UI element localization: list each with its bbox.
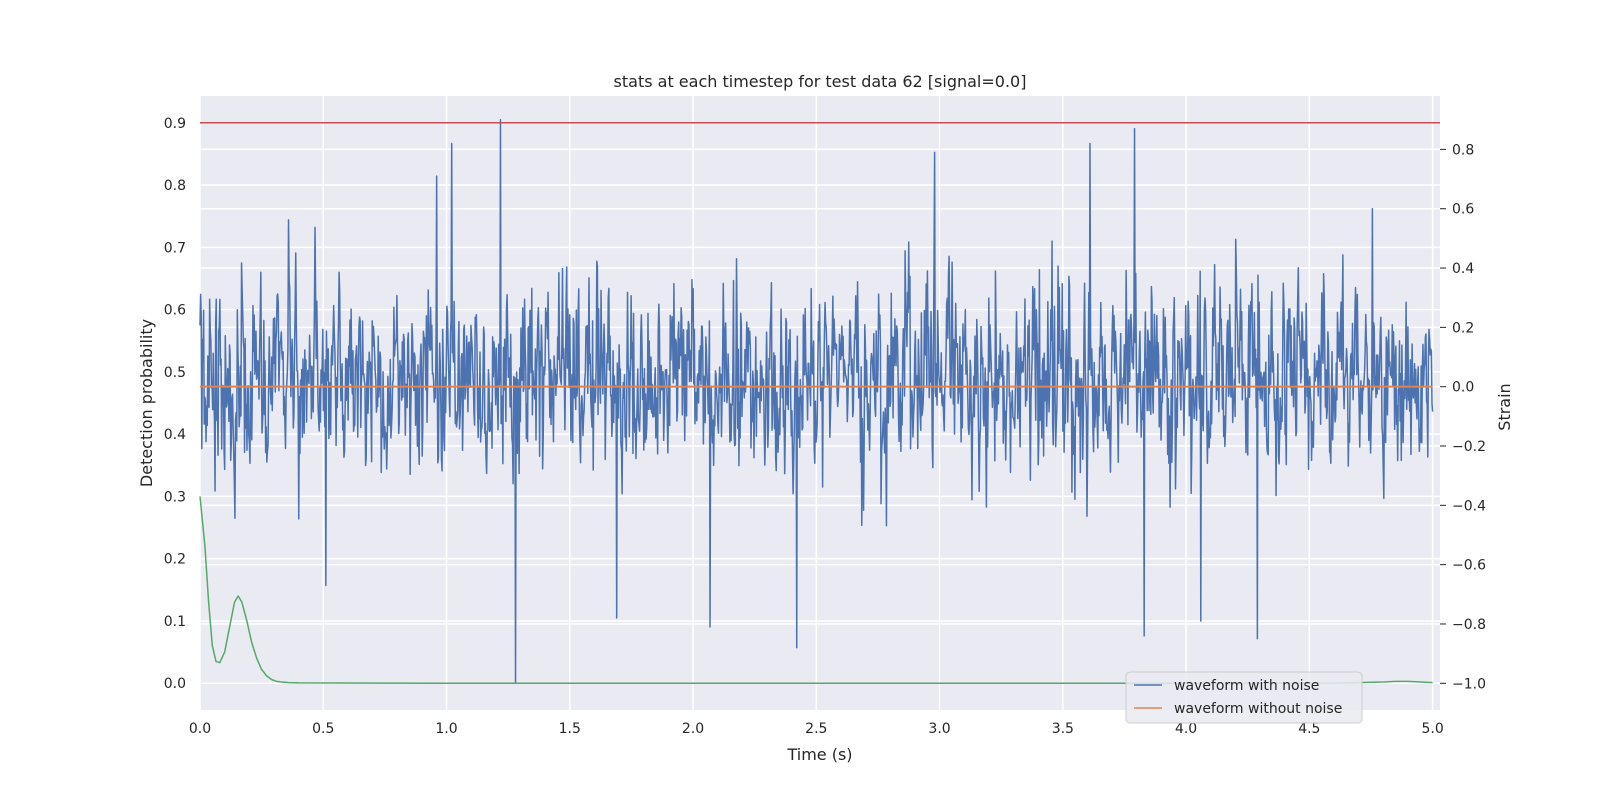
x-tick-label: 1.5 xyxy=(559,721,581,737)
y-axis-left: 0.0 0.1 0.2 0.3 0.4 0.5 0.6 0.7 0.8 0.9 xyxy=(164,116,186,692)
y-right-tick-label: −0.6 xyxy=(1452,558,1486,574)
y-right-tick-label: 0.2 xyxy=(1452,320,1474,336)
y-left-tick-label: 0.2 xyxy=(164,552,186,568)
y-left-tick-label: 0.7 xyxy=(164,240,186,256)
legend-label-without-noise: waveform without noise xyxy=(1174,701,1342,717)
legend: waveform with noise waveform without noi… xyxy=(1125,671,1363,724)
x-axis: 0.0 0.5 1.0 1.5 2.0 2.5 3.0 3.5 4.0 4.5 5.0 xyxy=(189,721,1444,737)
legend-label-with-noise: waveform with noise xyxy=(1174,678,1319,694)
y-right-tick-label: 0.6 xyxy=(1452,202,1474,218)
y-left-tick-label: 0.3 xyxy=(164,489,186,505)
x-tick-label: 3.0 xyxy=(928,721,950,737)
y-left-tick-label: 0.9 xyxy=(164,116,186,132)
y-right-tick-label: 0.0 xyxy=(1452,380,1474,396)
x-tick-label: 0.5 xyxy=(312,721,334,737)
y-left-tick-label: 0.8 xyxy=(164,178,186,194)
x-tick-label: 1.0 xyxy=(435,721,457,737)
y-left-tick-label: 0.5 xyxy=(164,365,186,381)
y-left-tick-label: 0.1 xyxy=(164,614,186,630)
x-tick-label: 5.0 xyxy=(1421,721,1443,737)
y-right-tick-label: 0.8 xyxy=(1452,142,1474,158)
y-right-tick-label: −1.0 xyxy=(1452,676,1486,692)
y-left-tick-label: 0.4 xyxy=(164,427,186,443)
legend-box xyxy=(1125,671,1363,724)
y-axis-left-title: Detection probability xyxy=(137,319,156,487)
y-right-tick-label: −0.8 xyxy=(1452,617,1486,633)
x-tick-label: 4.0 xyxy=(1175,721,1197,737)
x-tick-label: 2.0 xyxy=(682,721,704,737)
y-right-tick-label: −0.4 xyxy=(1452,498,1486,514)
plot-area xyxy=(200,96,1440,710)
x-axis-title: Time (s) xyxy=(786,745,852,764)
x-tick-label: 4.5 xyxy=(1298,721,1320,737)
y-left-tick-label: 0.0 xyxy=(164,676,186,692)
chart-title: stats at each timestep for test data 62 … xyxy=(614,72,1027,91)
series-waveform-with-noise xyxy=(199,118,1434,685)
x-tick-label: 3.5 xyxy=(1052,721,1074,737)
y-right-tick-label: −0.2 xyxy=(1452,439,1486,455)
y-left-tick-label: 0.6 xyxy=(164,303,186,319)
y-axis-right-title: Strain xyxy=(1495,383,1514,430)
y-axis-right: −1.0 −0.8 −0.6 −0.4 −0.2 0.0 0.2 0.4 0.6 0.8 xyxy=(1440,142,1486,692)
x-tick-label: 0.0 xyxy=(189,721,211,737)
y-right-tick-label: 0.4 xyxy=(1452,261,1474,277)
x-tick-label: 2.5 xyxy=(805,721,827,737)
